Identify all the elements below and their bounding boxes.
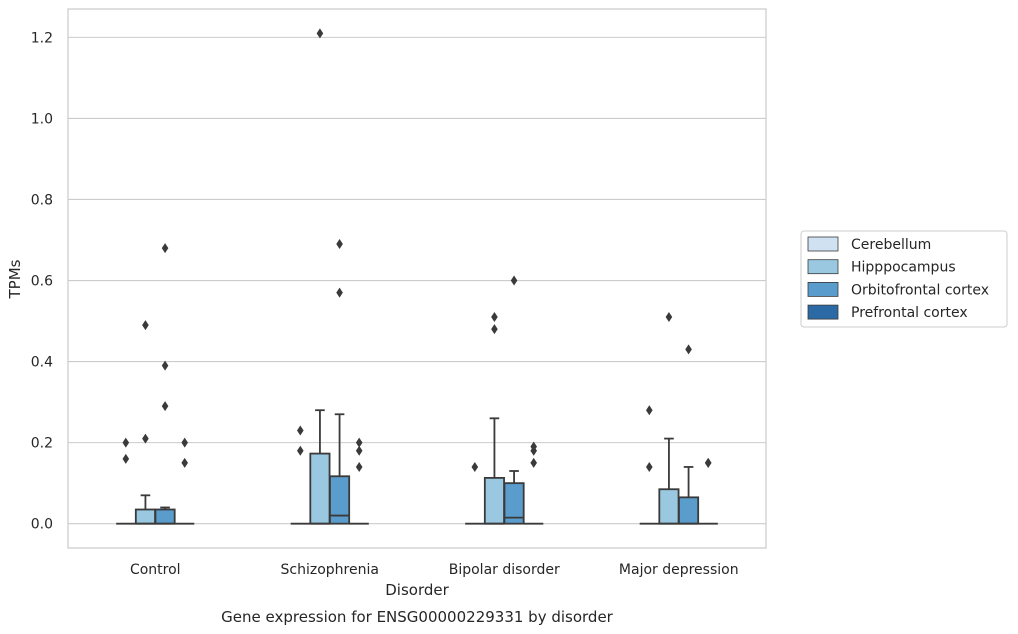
outlier-point [336,239,343,250]
outlier-point [161,401,169,412]
outlier-point [510,275,518,286]
outlier-point [181,457,188,468]
outlier-point [355,445,363,456]
box-body [329,475,351,525]
y-tick-label: 1.2 [31,30,53,46]
outlier-point [685,344,692,355]
outlier-point [336,287,343,298]
outlier-point [142,433,149,444]
box-hipppocampus [658,312,680,525]
outlier-point [161,360,169,371]
box-orbitofrontal-cortex [154,243,176,525]
outlier-point [122,437,130,448]
legend-label: Cerebellum [851,237,931,253]
chart-caption: Gene expression for ENSG00000229331 by d… [221,608,614,626]
legend-label: Orbitofrontal cortex [851,282,989,298]
box-orbitofrontal-cortex [503,275,525,525]
legend-label: Prefrontal cortex [851,305,968,321]
y-tick-label: 0.2 [31,436,53,452]
outlier-point [665,312,673,322]
legend: Cerebellum Hipppocampus Orbitofrontal cort… [800,230,1008,328]
outlier-point [491,312,498,322]
y-tick-label: 1.0 [31,111,53,127]
boxes [116,28,718,525]
outlier-point [646,405,653,416]
outlier-point [161,243,169,254]
outlier-point [471,461,479,472]
outlier-point [530,445,537,456]
outlier-point [122,453,130,464]
box-prefrontal-cortex [698,457,718,525]
box-cerebellum [465,461,485,525]
x-tick-label: Major depression [619,562,739,578]
y-tick-label: 0.0 [31,517,53,533]
box-prefrontal-cortex [349,437,369,525]
outlier-point [316,28,324,39]
box-body [154,508,176,525]
outlier-point [646,461,653,472]
y-tick-label: 0.6 [31,274,53,290]
outlier-point [297,425,304,436]
legend-swatch [807,236,839,252]
outlier-point [297,445,304,456]
box-prefrontal-cortex [524,441,544,525]
box-body [134,508,156,525]
outlier-point [355,437,363,448]
box-hipppocampus [483,312,505,525]
x-axis-title: Disorder [385,581,449,599]
outlier-point [142,320,149,331]
box-body [483,476,505,525]
x-tick-label: Schizophrenia [281,562,379,578]
outlier-point [704,457,712,468]
box-orbitofrontal-cortex [678,344,700,525]
box-prefrontal-cortex [175,437,195,525]
legend-swatch [807,281,839,297]
box-hipppocampus [134,320,156,525]
x-axis-ticks: Control Schizophrenia Bipolar disorder Majo… [130,562,739,578]
box-cerebellum [290,425,310,525]
outlier-point [491,324,498,335]
legend-items: Cerebellum Hipppocampus Orbitofrontal cort… [807,236,989,321]
box-cerebellum [116,437,136,525]
y-axis-title: TPMs [6,259,24,299]
plot-background [68,9,766,548]
outlier-point [181,437,188,448]
box-body [309,452,331,525]
legend-swatch [807,259,839,275]
legend-swatch [807,304,839,320]
outlier-point [355,461,363,472]
box-cerebellum [639,405,659,525]
y-tick-label: 0.4 [31,355,53,371]
x-tick-label: Control [130,562,181,578]
y-tick-label: 0.8 [31,192,53,208]
box-body [658,488,680,525]
legend-frame [800,230,1008,328]
y-axis-ticks: 0.0 0.2 0.4 0.6 0.8 1.0 1.2 [31,30,53,532]
outlier-point [530,457,537,468]
box-body [503,482,525,525]
x-tick-label: Bipolar disorder [449,562,560,578]
box-body [678,496,700,525]
plot-frame [67,8,767,549]
box-orbitofrontal-cortex [329,239,351,525]
legend-label: Hipppocampus [851,260,956,276]
